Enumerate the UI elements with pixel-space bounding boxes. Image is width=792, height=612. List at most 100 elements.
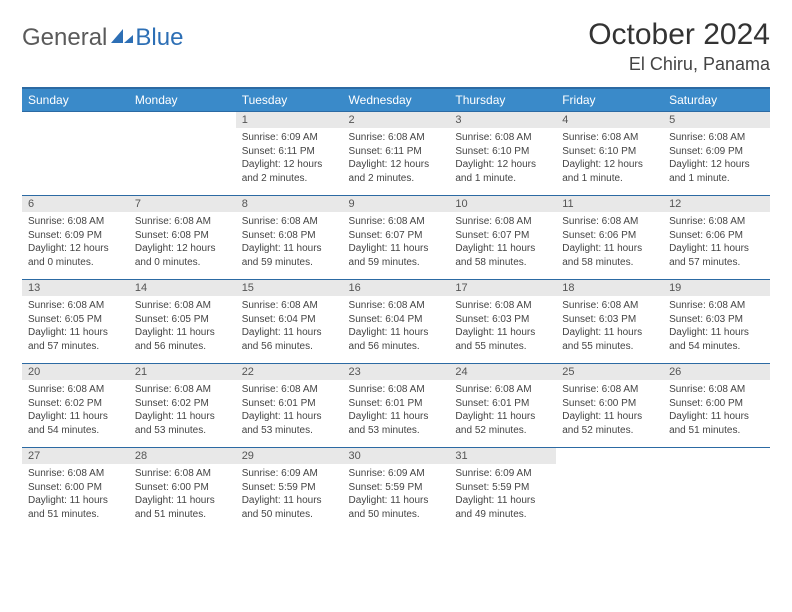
sunset-line: Sunset: 6:02 PM [135,398,209,409]
sunset-line: Sunset: 6:00 PM [669,398,743,409]
calendar-day-cell: 22Sunrise: 6:08 AMSunset: 6:01 PMDayligh… [236,364,343,448]
calendar-day-cell: 21Sunrise: 6:08 AMSunset: 6:02 PMDayligh… [129,364,236,448]
weekday-header: Saturday [663,88,770,112]
calendar-week-row: 20Sunrise: 6:08 AMSunset: 6:02 PMDayligh… [22,364,770,448]
day-details: Sunrise: 6:08 AMSunset: 6:01 PMDaylight:… [236,380,343,441]
daylight-line: Daylight: 11 hours and 57 minutes. [28,327,108,352]
sunrise-line: Sunrise: 6:09 AM [455,468,531,479]
daylight-line: Daylight: 11 hours and 53 minutes. [135,411,215,436]
day-number: 30 [343,448,450,464]
calendar-day-cell [22,112,129,196]
calendar-day-cell: 6Sunrise: 6:08 AMSunset: 6:09 PMDaylight… [22,196,129,280]
daylight-line: Daylight: 11 hours and 54 minutes. [28,411,108,436]
sunrise-line: Sunrise: 6:08 AM [669,384,745,395]
day-number: 5 [663,112,770,128]
calendar-day-cell: 2Sunrise: 6:08 AMSunset: 6:11 PMDaylight… [343,112,450,196]
day-number: 21 [129,364,236,380]
daylight-line: Daylight: 12 hours and 2 minutes. [349,159,430,184]
sunrise-line: Sunrise: 6:08 AM [349,384,425,395]
weekday-header: Tuesday [236,88,343,112]
day-number: 20 [22,364,129,380]
day-number: 27 [22,448,129,464]
daylight-line: Daylight: 11 hours and 52 minutes. [562,411,642,436]
calendar-day-cell: 14Sunrise: 6:08 AMSunset: 6:05 PMDayligh… [129,280,236,364]
calendar-day-cell: 28Sunrise: 6:08 AMSunset: 6:00 PMDayligh… [129,448,236,532]
sunset-line: Sunset: 6:09 PM [28,230,102,241]
daylight-line: Daylight: 12 hours and 2 minutes. [242,159,323,184]
day-details: Sunrise: 6:09 AM Sunset: 6:11 PM Daylight:… [236,128,343,189]
daylight-line: Daylight: 11 hours and 54 minutes. [669,327,749,352]
day-details: Sunrise: 6:08 AM Sunset: 6:00 PM Daylight:… [663,380,770,441]
sunrise-line: Sunrise: 6:09 AM [242,132,318,143]
day-details: Sunrise: 6:08 AMSunset: 6:03 PMDaylight:… [449,296,556,357]
daylight-line: Daylight: 11 hours and 51 minutes. [669,411,749,436]
day-details: Sunrise: 6:08 AMSunset: 6:02 PMDaylight:… [22,380,129,441]
day-number: 28 [129,448,236,464]
daylight-line: Daylight: 11 hours and 52 minutes. [455,411,535,436]
sunset-line: Sunset: 5:59 PM [349,482,423,493]
sunrise-line: Sunrise: 6:08 AM [455,300,531,311]
sunrise-line: Sunrise: 6:08 AM [135,300,211,311]
day-details: Sunrise: 6:08 AMSunset: 6:01 PMDaylight:… [343,380,450,441]
sunset-line: Sunset: 6:10 PM [455,146,529,157]
sunset-line: Sunset: 6:06 PM [562,230,636,241]
calendar-day-cell: 26Sunrise: 6:08 AMSunset: 6:00 PMDayligh… [663,364,770,448]
calendar-day-cell: 16 Sunrise: 6:08 AM Sunset: 6:04 PM Dayligh… [343,280,450,364]
calendar-day-cell: 9Sunrise: 6:08 AMSunset: 6:07 PMDaylight… [343,196,450,280]
day-number: 22 [236,364,343,380]
daylight-line: Daylight: 11 hours and 56 minutes. [349,327,429,352]
sunrise-line: Sunrise: 6:08 AM [28,300,104,311]
calendar-table: SundayMondayTuesdayWednesdayThursdayFrid… [22,87,770,532]
sunrise-line: Sunrise: 6:08 AM [242,300,318,311]
day-number: 10 [449,196,556,212]
day-details: Sunrise: 6:08 AMSunset: 6:03 PMDaylight:… [663,296,770,357]
calendar-day-cell: 8Sunrise: 6:08 AMSunset: 6:08 PMDaylight… [236,196,343,280]
sunset-line: Sunset: 6:11 PM [242,146,315,157]
sunrise-line: Sunrise: 6:09 AM [349,468,425,479]
day-number: 15 [236,280,343,296]
day-number: 7 [129,196,236,212]
calendar-day-cell: 23Sunrise: 6:08 AMSunset: 6:01 PMDayligh… [343,364,450,448]
sunrise-line: Sunrise: 6:08 AM [349,216,425,227]
sunrise-line: Sunrise: 6:08 AM [28,216,104,227]
calendar-day-cell: 10Sunrise: 6:08 AMSunset: 6:07 PMDayligh… [449,196,556,280]
day-details: Sunrise: 6:08 AMSunset: 6:08 PMDaylight:… [236,212,343,273]
daylight-line: Daylight: 11 hours and 58 minutes. [455,243,535,268]
day-details: Sunrise: 6:08 AMSunset: 6:08 PMDaylight:… [129,212,236,273]
sunrise-line: Sunrise: 6:08 AM [242,384,318,395]
day-number: 6 [22,196,129,212]
sunrise-line: Sunrise: 6:08 AM [455,132,531,143]
sunset-line: Sunset: 6:00 PM [135,482,209,493]
calendar-body: 1Sunrise: 6:09 AMSunset: 6:11 PMDaylight… [22,112,770,532]
calendar-day-cell: 4Sunrise: 6:08 AMSunset: 6:10 PMDaylight… [556,112,663,196]
daylight-line: Daylight: 11 hours and 55 minutes. [562,327,642,352]
sunrise-line: Sunrise: 6:08 AM [349,300,425,311]
day-details: Sunrise: 6:08 AMSunset: 6:00 PMDaylight:… [22,464,129,525]
daylight-line: Daylight: 11 hours and 57 minutes. [669,243,749,268]
calendar-day-cell: 3 Sunrise: 6:08 AM Sunset: 6:10 PM Daylight… [449,112,556,196]
calendar-day-cell: 12Sunrise: 6:08 AMSunset: 6:06 PMDayligh… [663,196,770,280]
day-number: 3 [449,112,556,128]
day-details: Sunrise: 6:08 AMSunset: 6:02 PMDaylight:… [129,380,236,441]
day-number: 16 [343,280,450,296]
day-details: Sunrise: 6:08 AMSunset: 6:00 PMDaylight:… [129,464,236,525]
sunrise-line: Sunrise: 6:08 AM [135,216,211,227]
day-number: 9 [343,196,450,212]
calendar-day-cell: 11Sunrise: 6:08 AMSunset: 6:06 PMDayligh… [556,196,663,280]
sunset-line: Sunset: 6:04 PM [349,314,423,325]
day-number: 24 [449,364,556,380]
sunset-line: Sunset: 6:06 PM [669,230,743,241]
day-details: Sunrise: 6:08 AMSunset: 6:09 PMDaylight:… [22,212,129,273]
sunset-line: Sunset: 6:08 PM [242,230,316,241]
daylight-line: Daylight: 11 hours and 56 minutes. [135,327,215,352]
calendar-day-cell [663,448,770,532]
calendar-day-cell: 29Sunrise: 6:09 AMSunset: 5:59 PMDayligh… [236,448,343,532]
sunset-line: Sunset: 5:59 PM [455,482,529,493]
weekday-header: Friday [556,88,663,112]
sunset-line: Sunset: 6:00 PM [562,398,636,409]
daylight-line: Daylight: 11 hours and 55 minutes. [455,327,535,352]
daylight-line: Daylight: 12 hours and 1 minute. [455,159,536,184]
daylight-line: Daylight: 11 hours and 56 minutes. [242,327,322,352]
day-details: Sunrise: 6:09 AMSunset: 5:59 PMDaylight:… [343,464,450,525]
calendar-week-row: 1Sunrise: 6:09 AMSunset: 6:11 PMDaylight… [22,112,770,196]
